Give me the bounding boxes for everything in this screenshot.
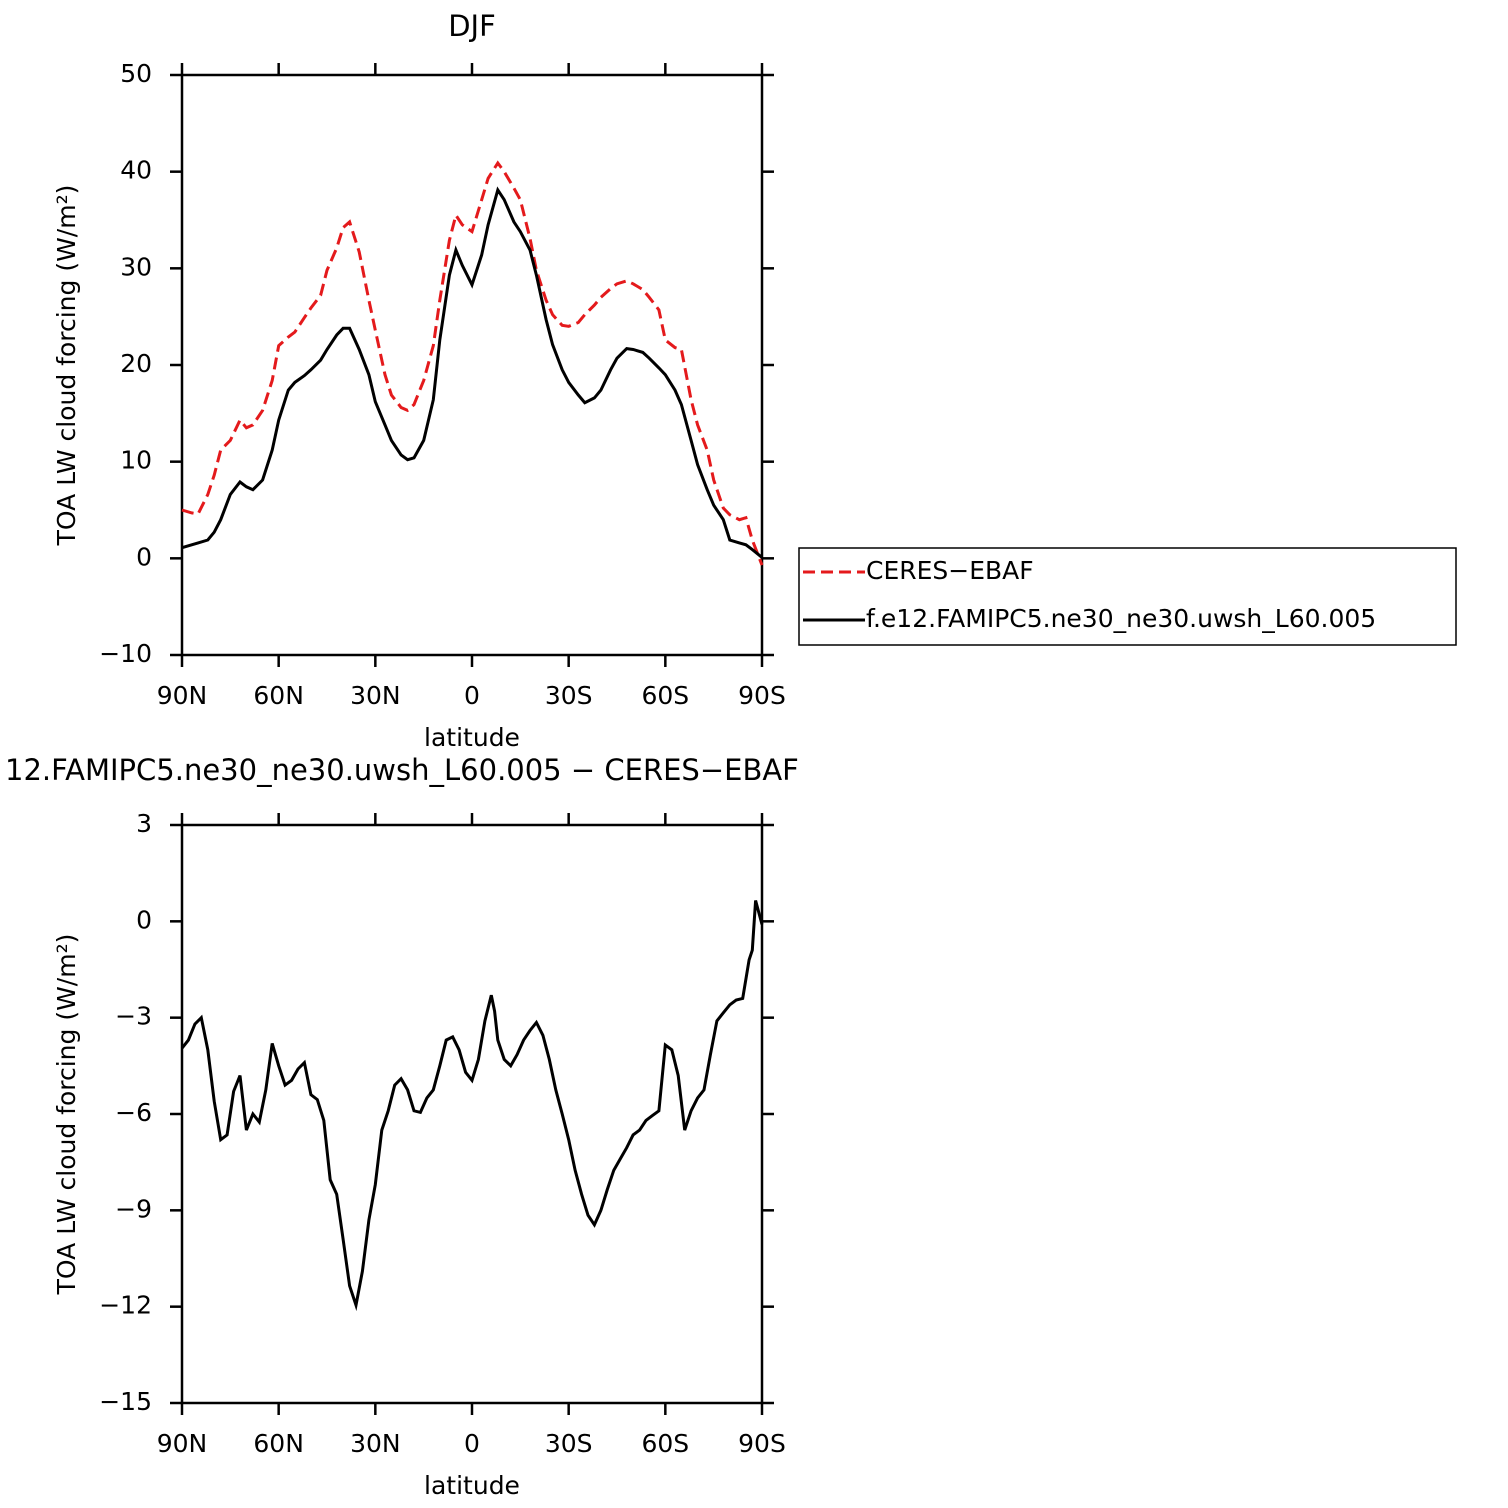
y-tick-label: −12	[99, 1291, 152, 1320]
y-tick-label: −6	[115, 1098, 152, 1127]
legend-box	[798, 547, 1457, 646]
chart-title: 12.FAMIPC5.ne30_ne30.uwsh_L60.005 − CERE…	[5, 753, 799, 787]
x-tick-label: 60S	[641, 681, 689, 710]
x-tick-label: 30N	[350, 681, 401, 710]
x-tick-label: 30S	[545, 1429, 593, 1458]
y-tick-label: 50	[120, 59, 152, 88]
y-axis-label: TOA LW cloud forcing (W/m²)	[52, 185, 81, 547]
x-tick-label: 60N	[253, 1429, 304, 1458]
x-axis-label: latitude	[424, 1471, 520, 1500]
legend-label: f.e12.FAMIPC5.ne30_ne30.uwsh_L60.005	[866, 604, 1376, 633]
y-tick-label: 3	[136, 809, 152, 838]
y-tick-label: −9	[115, 1194, 152, 1223]
y-tick-label: 0	[136, 905, 152, 934]
y-tick-label: 30	[120, 252, 152, 281]
x-tick-label: 60S	[641, 1429, 689, 1458]
x-axis-label: latitude	[424, 723, 520, 752]
data-line	[181, 186, 763, 559]
x-tick-label: 60N	[253, 681, 304, 710]
x-tick-label: 90S	[738, 681, 786, 710]
x-tick-label: 30N	[350, 1429, 401, 1458]
x-tick-label: 0	[464, 681, 480, 710]
y-tick-label: 40	[120, 156, 152, 185]
x-tick-label: 30S	[545, 681, 593, 710]
y-tick-label: 10	[120, 446, 152, 475]
x-tick-label: 90S	[738, 1429, 786, 1458]
plot-frame	[180, 823, 764, 1405]
y-tick-label: 0	[136, 542, 152, 571]
y-tick-label: −15	[99, 1387, 152, 1416]
data-line	[181, 160, 764, 566]
y-tick-label: 20	[120, 349, 152, 378]
legend-label: CERES−EBAF	[866, 556, 1034, 585]
data-line	[180, 900, 764, 1312]
y-tick-label: −10	[99, 639, 152, 668]
y-axis-label: TOA LW cloud forcing (W/m²)	[52, 934, 81, 1296]
x-tick-label: 90N	[157, 1429, 208, 1458]
plot-frame	[180, 73, 764, 657]
x-tick-label: 90N	[157, 681, 208, 710]
y-tick-label: −3	[115, 1002, 152, 1031]
chart-title: DJF	[448, 9, 496, 43]
x-tick-label: 0	[464, 1429, 480, 1458]
